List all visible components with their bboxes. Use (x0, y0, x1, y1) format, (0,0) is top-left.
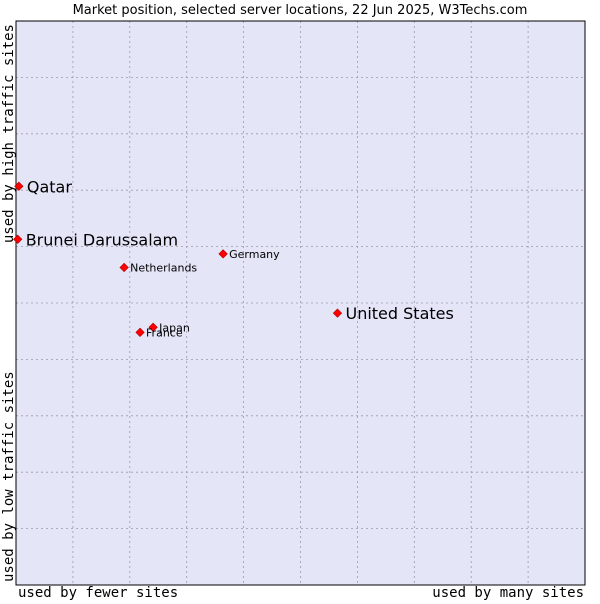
point-marker (14, 181, 24, 191)
point-marker (119, 262, 129, 273)
point-qatar: Qatar (14, 177, 72, 196)
y-axis-label-bottom: used by low traffic sites (1, 371, 17, 582)
chart-title: Market position, selected server locatio… (73, 3, 528, 18)
point-netherlands: Netherlands (119, 261, 197, 274)
point-label: Qatar (27, 177, 72, 196)
point-japan: Japan (148, 321, 190, 334)
data-points: Qatar Brunei Darussalam Germany Netherlands… (13, 177, 454, 339)
plot-frame (15, 20, 586, 586)
point-label: Germany (229, 248, 280, 261)
x-axis-label-right: used by many sites (432, 585, 584, 600)
point-label: Brunei Darussalam (26, 230, 178, 249)
point-marker (148, 322, 158, 332)
point-label: United States (345, 304, 453, 323)
y-axis-label-top: used by high traffic sites (1, 24, 17, 243)
point-marker (13, 234, 23, 244)
point-label: Japan (158, 321, 190, 334)
point-united-states: United States (332, 304, 454, 323)
point-germany: Germany (218, 248, 280, 261)
point-marker (332, 308, 343, 318)
point-label: France (146, 326, 183, 339)
point-label: Netherlands (130, 261, 197, 274)
grid-lines (16, 21, 585, 585)
point-france: France (135, 326, 183, 339)
x-axis-label-left: used by fewer sites (18, 585, 178, 600)
point-marker (218, 249, 228, 259)
point-marker (135, 327, 145, 337)
point-brunei-darussalam: Brunei Darussalam (13, 230, 178, 249)
